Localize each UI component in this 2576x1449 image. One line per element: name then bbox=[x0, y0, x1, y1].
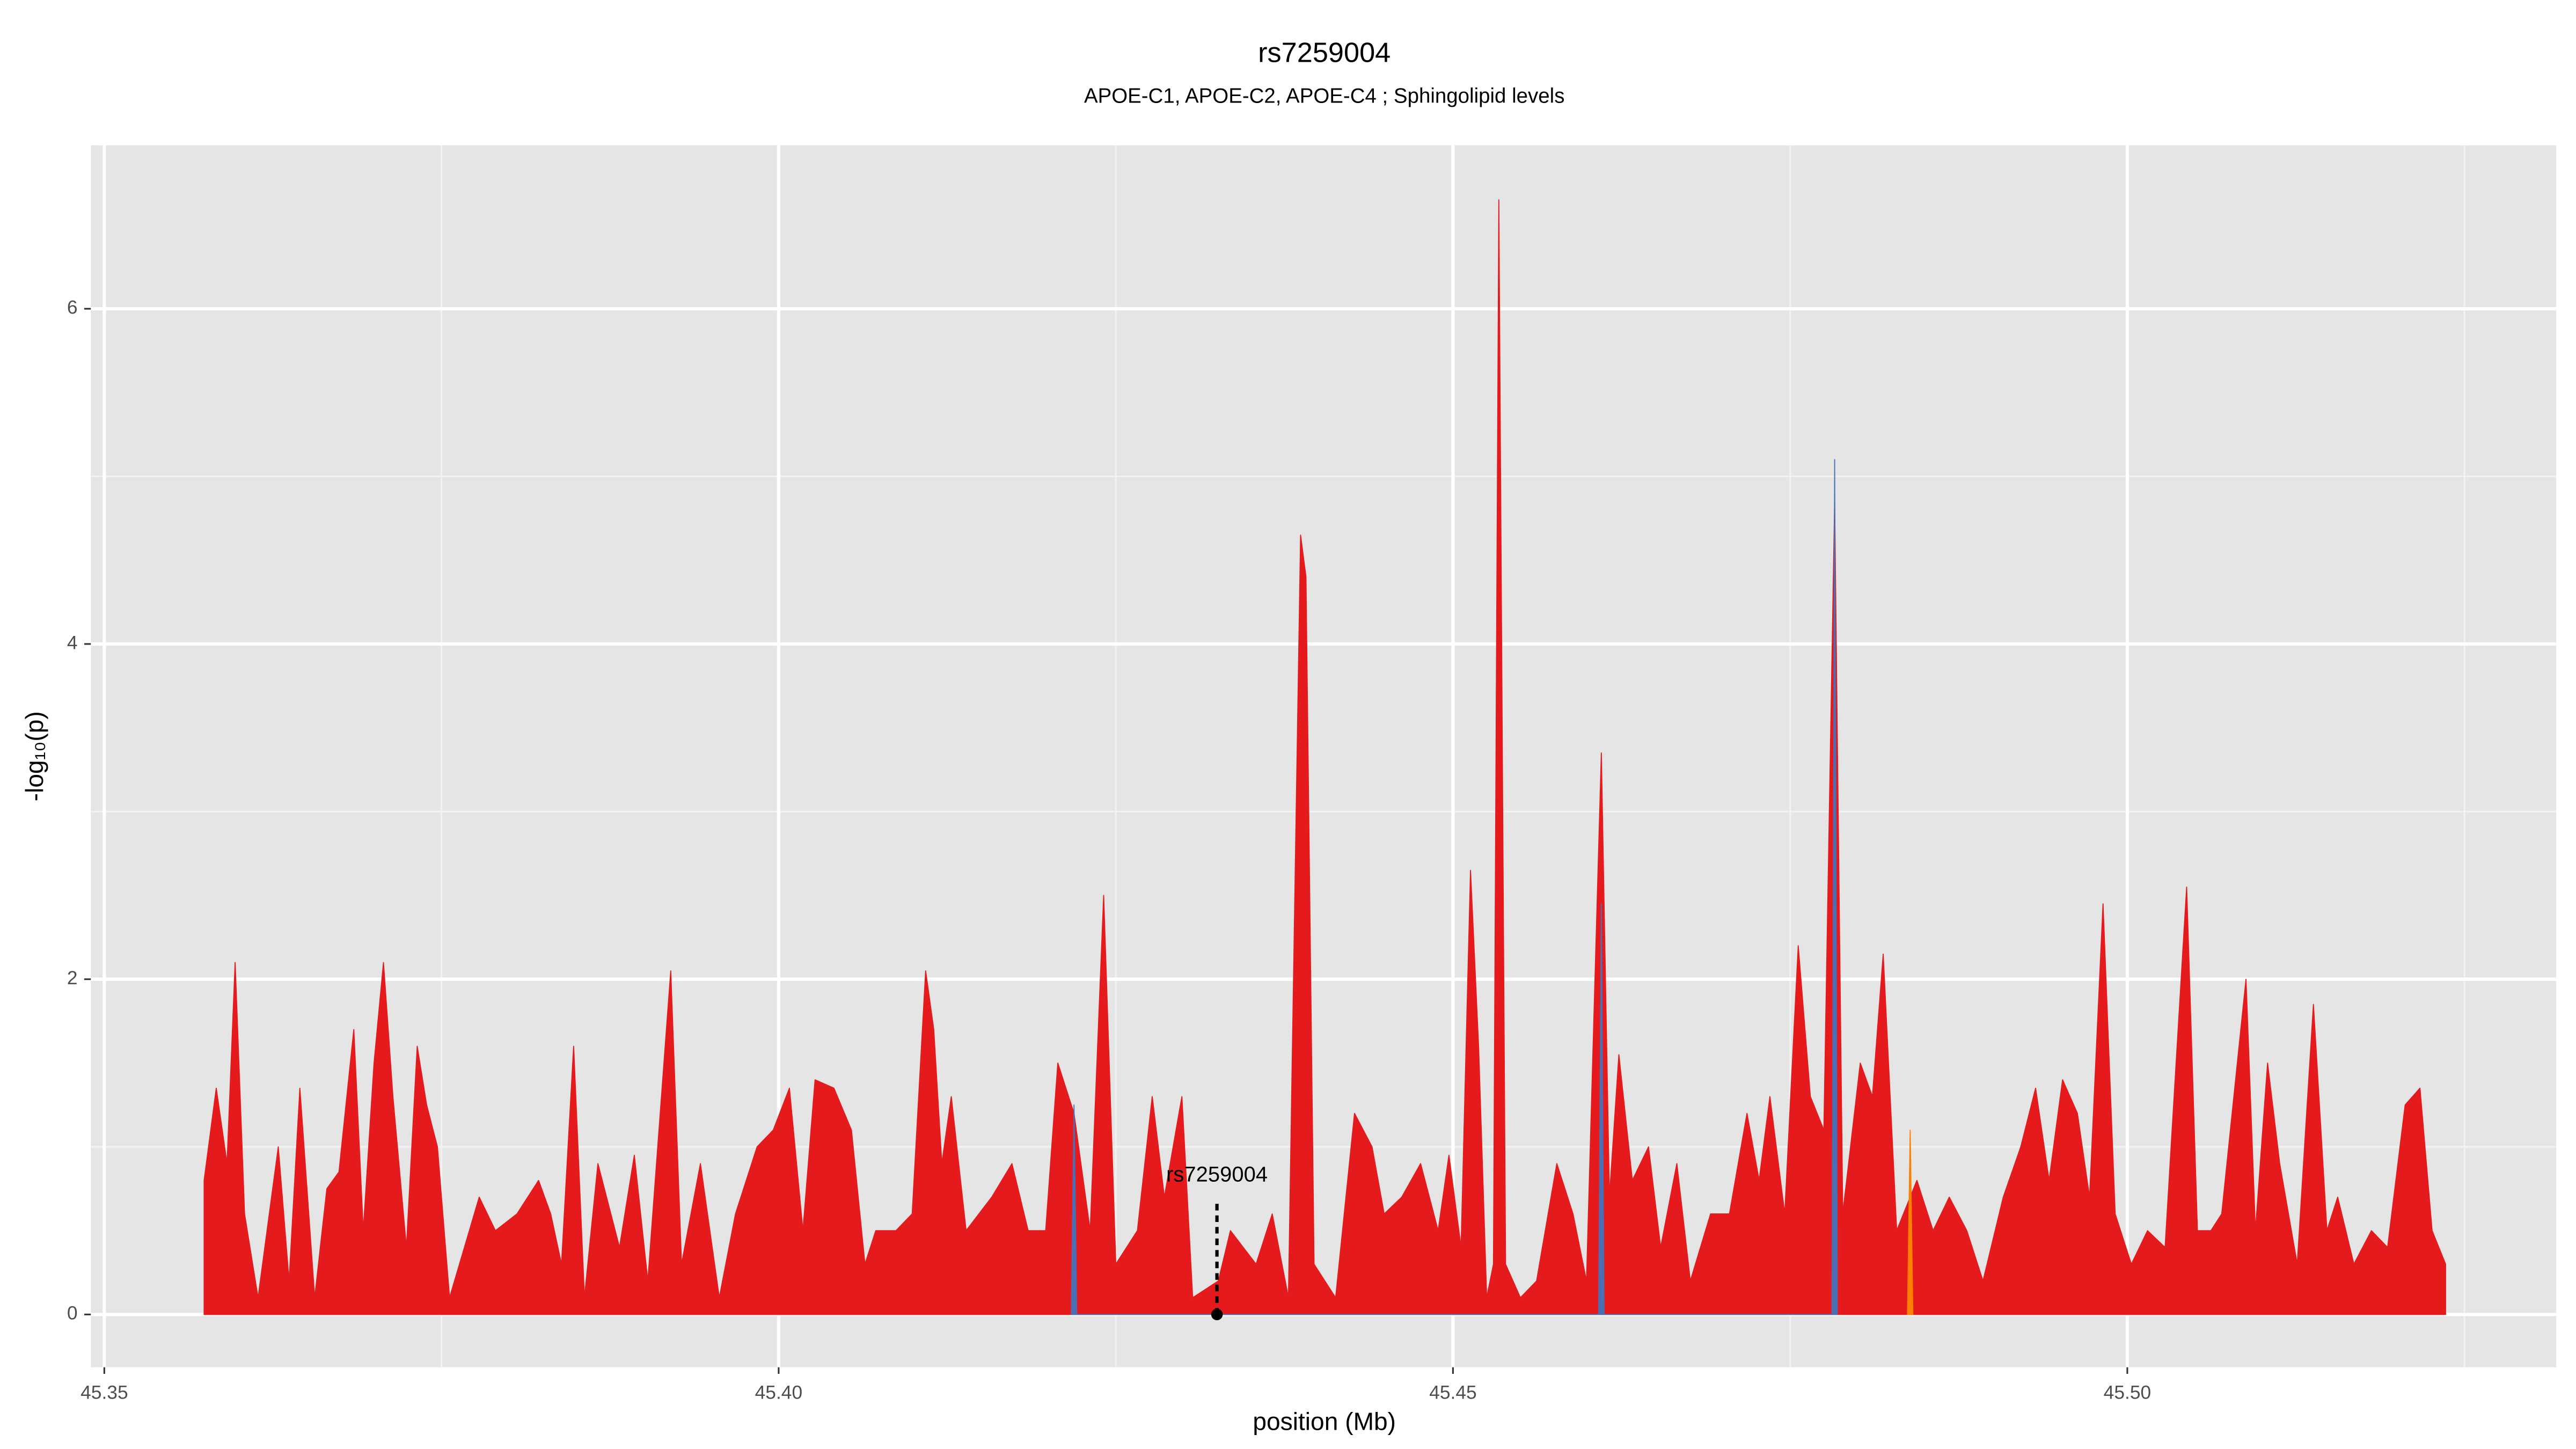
y-tick-label: 0 bbox=[67, 1303, 78, 1324]
annotation-label: rs7259004 bbox=[1166, 1162, 1268, 1186]
y-tick-label: 6 bbox=[67, 297, 78, 318]
chart-title: rs7259004 bbox=[1258, 37, 1391, 68]
area bbox=[1907, 1129, 1914, 1315]
y-tick-label: 4 bbox=[67, 632, 78, 653]
panel bbox=[91, 145, 2557, 1367]
x-tick-label: 45.40 bbox=[755, 1382, 803, 1403]
chart-subtitle: APOE-C1, APOE-C2, APOE-C4 ; Sphingolipid… bbox=[1084, 85, 1565, 108]
x-tick-label: 45.45 bbox=[1429, 1382, 1477, 1403]
area bbox=[203, 199, 2446, 1315]
x-tick-label: 45.35 bbox=[80, 1382, 128, 1403]
y-axis-label: -log₁₀(p) bbox=[20, 711, 48, 801]
x-tick-label: 45.50 bbox=[2104, 1382, 2151, 1403]
area bbox=[1071, 459, 1838, 1315]
annotation-point bbox=[1211, 1308, 1223, 1321]
x-axis-label: position (Mb) bbox=[1253, 1407, 1396, 1435]
y-tick-label: 2 bbox=[67, 968, 78, 989]
